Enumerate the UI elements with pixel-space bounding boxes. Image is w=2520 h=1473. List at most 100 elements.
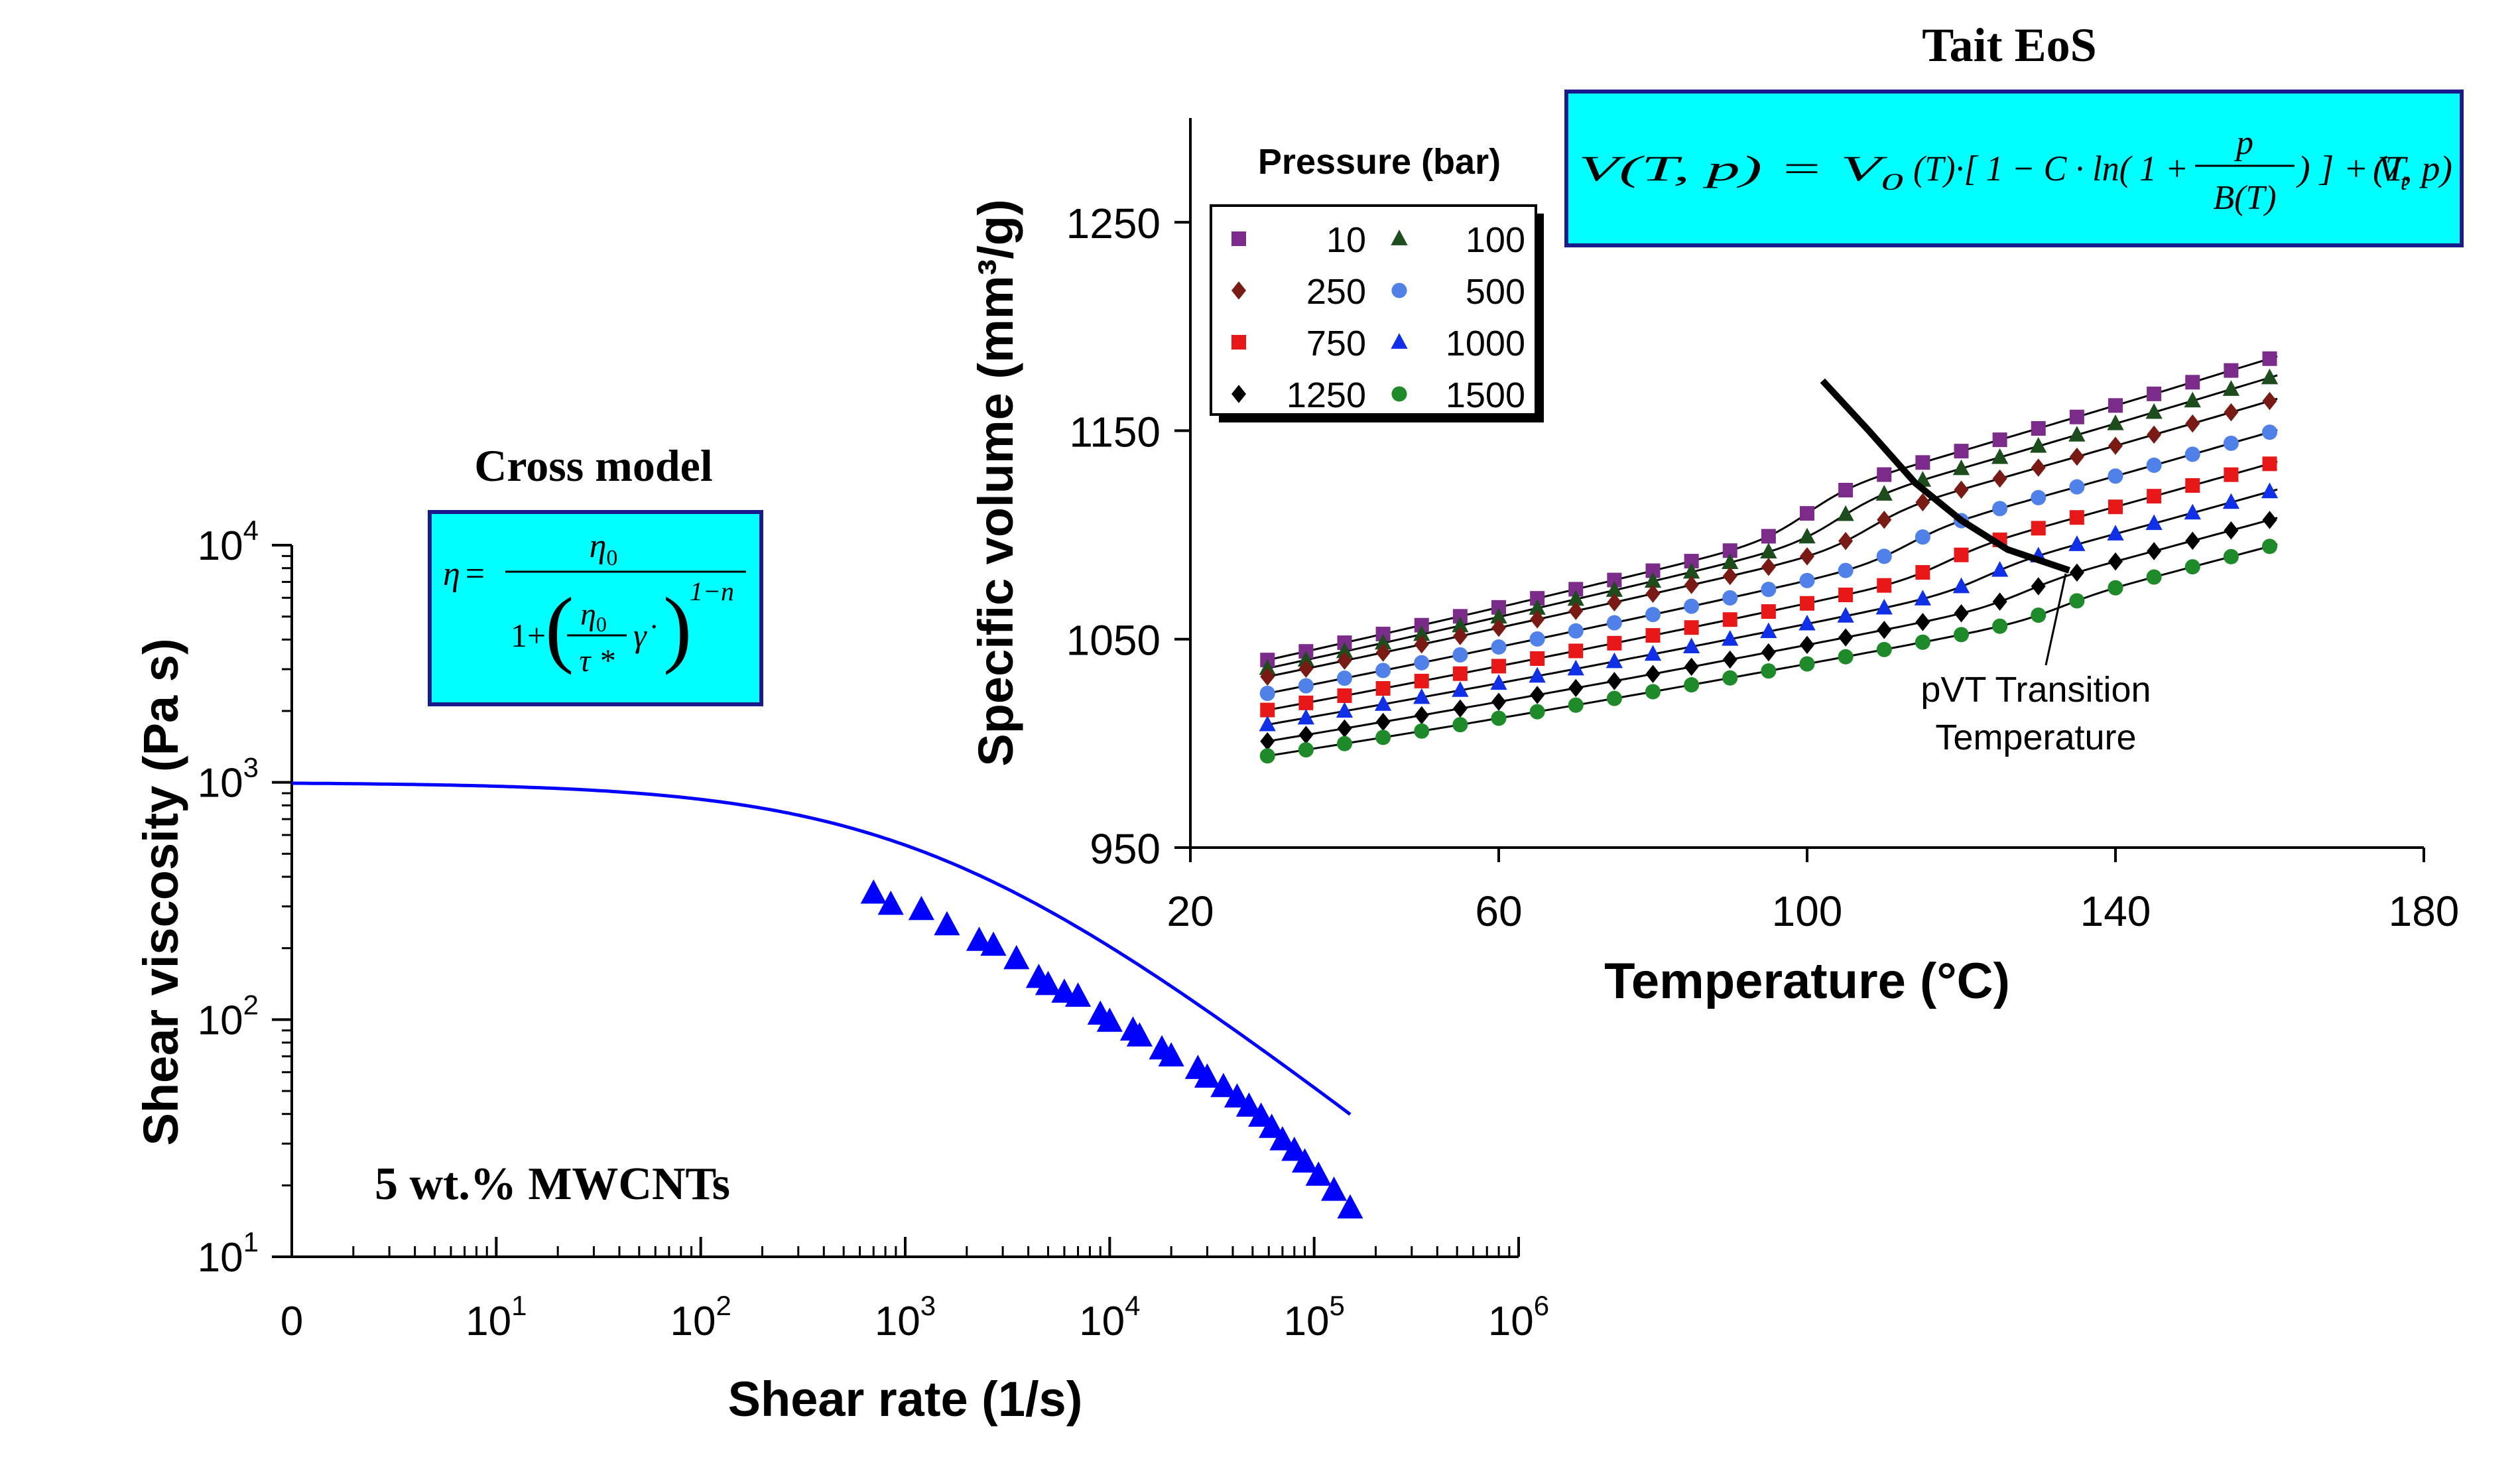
pvt-point	[1760, 543, 1777, 559]
y-tick-label: 102	[198, 989, 259, 1043]
viscosity-point	[1035, 970, 1062, 995]
pvt-point	[1799, 572, 1815, 588]
pvt-point	[1952, 577, 1970, 594]
legend-marker	[1231, 335, 1246, 350]
pvt-point	[2184, 391, 2201, 408]
cross-model-curve	[291, 781, 1352, 1116]
pvt-point	[1336, 642, 1354, 659]
pvt-y-tick-label: 950	[1090, 825, 1161, 873]
pvt-point	[1607, 635, 1622, 651]
x-tick-label: 101	[466, 1290, 527, 1344]
pvt-point	[1298, 726, 1314, 744]
legend-marker	[1231, 385, 1246, 403]
pvt-point	[1798, 614, 1816, 631]
pvt-point	[2145, 403, 2163, 419]
cross-eq-paren-left: (	[545, 580, 574, 676]
pvt-x-tick-label: 20	[1166, 887, 1214, 935]
legend-title: Pressure (bar)	[1258, 142, 1501, 182]
pvt-point	[2147, 425, 2162, 444]
legend-box	[1210, 204, 1537, 416]
pvt-point	[2069, 447, 2084, 466]
pvt-point	[1992, 618, 2008, 634]
pvt-point	[2068, 535, 2086, 551]
pvt-point	[1259, 659, 1276, 675]
pvt-point	[2107, 525, 2124, 541]
pvt-point	[1953, 627, 1970, 643]
pvt-y-tick-label: 1250	[1066, 200, 1161, 247]
pvt-point	[1800, 596, 1814, 611]
pvt-point	[1491, 618, 1506, 637]
legend-marker	[1231, 231, 1246, 246]
pvt-point	[1684, 554, 1699, 569]
viscosity-point	[1248, 1102, 1275, 1127]
pvt-point	[1954, 604, 1969, 623]
pvt-point	[1568, 697, 1584, 713]
pvt-point	[1645, 607, 1661, 623]
pvt-point	[1260, 667, 1275, 686]
pvt-point	[1915, 493, 1930, 512]
pvt-point	[1761, 604, 1776, 619]
pvt-point	[1259, 715, 1276, 732]
cross-eq-lhs: η =	[443, 555, 485, 593]
pvt-point	[1568, 678, 1584, 698]
pvt-point	[1414, 635, 1429, 654]
pvt-point	[1452, 627, 1468, 645]
viscosity-point	[1003, 944, 1030, 970]
pvt-point	[2031, 458, 2046, 477]
pvt-point	[1260, 732, 1275, 751]
pvt-point	[1952, 459, 1970, 476]
x-tick-label: 103	[875, 1290, 936, 1344]
viscosity-annotation: 5 wt.% MWCNTs	[375, 1159, 730, 1210]
pvt-point	[2261, 368, 2279, 385]
viscosity-point	[1096, 1007, 1123, 1032]
pvt-point	[1375, 643, 1391, 662]
pvt-point	[1682, 562, 1700, 579]
pvt-point	[2185, 478, 2200, 493]
pvt-point	[1915, 613, 1930, 631]
legend-label: 1000	[1446, 324, 1525, 363]
pvt-point	[1877, 620, 1892, 639]
pvt-point	[1298, 695, 1314, 710]
y-tick-label: 103	[198, 752, 259, 806]
pvt-point	[1682, 637, 1700, 653]
pvt-point	[1530, 610, 1545, 629]
pvt-point	[1722, 553, 1739, 570]
cross-eq-den-one: 1+	[511, 617, 546, 654]
pvt-point	[1298, 741, 1314, 758]
pvt-point	[2184, 503, 2201, 520]
pvt-data-points	[1259, 351, 2279, 764]
pvt-point	[2108, 468, 2123, 484]
pvt-point	[1645, 665, 1661, 683]
pvt-point	[1374, 695, 1392, 711]
x-tick-label: 106	[1488, 1290, 1549, 1344]
pvt-point	[1722, 650, 1737, 669]
y-tick-label: 101	[198, 1226, 259, 1281]
legend-marker	[1391, 229, 1408, 245]
pvt-point	[1760, 622, 1777, 639]
pvt-point	[1568, 643, 1584, 659]
pvt-point	[1375, 712, 1391, 732]
viscosity-ticks: 0 101 102 103 104 105 106 101 102 103 104	[198, 515, 1549, 1344]
pvt-point	[2261, 539, 2278, 554]
pvt-point	[2224, 363, 2239, 378]
pvt-point	[1414, 617, 1429, 633]
pvt-point	[2222, 493, 2240, 509]
pvt-point	[1607, 672, 1622, 690]
viscosity-point	[1194, 1063, 1220, 1088]
viscosity-point	[908, 895, 934, 921]
cross-eq-inner-num: η0	[580, 597, 607, 636]
pvt-point	[2147, 386, 2162, 401]
x-tick-label: 104	[1079, 1290, 1140, 1344]
pvt-y-tick-label: 1150	[1069, 408, 1161, 456]
pvt-point	[1761, 582, 1777, 598]
viscosity-point	[1210, 1072, 1237, 1098]
pvt-point	[2185, 531, 2200, 550]
pvt-point	[1260, 702, 1275, 718]
viscosity-point	[1235, 1092, 1262, 1117]
cross-eq-exponent: 1−n	[690, 576, 734, 606]
pvt-x-tick-label: 140	[2080, 887, 2151, 935]
pvt-point	[1606, 581, 1623, 597]
pvt-point	[1991, 448, 2009, 464]
